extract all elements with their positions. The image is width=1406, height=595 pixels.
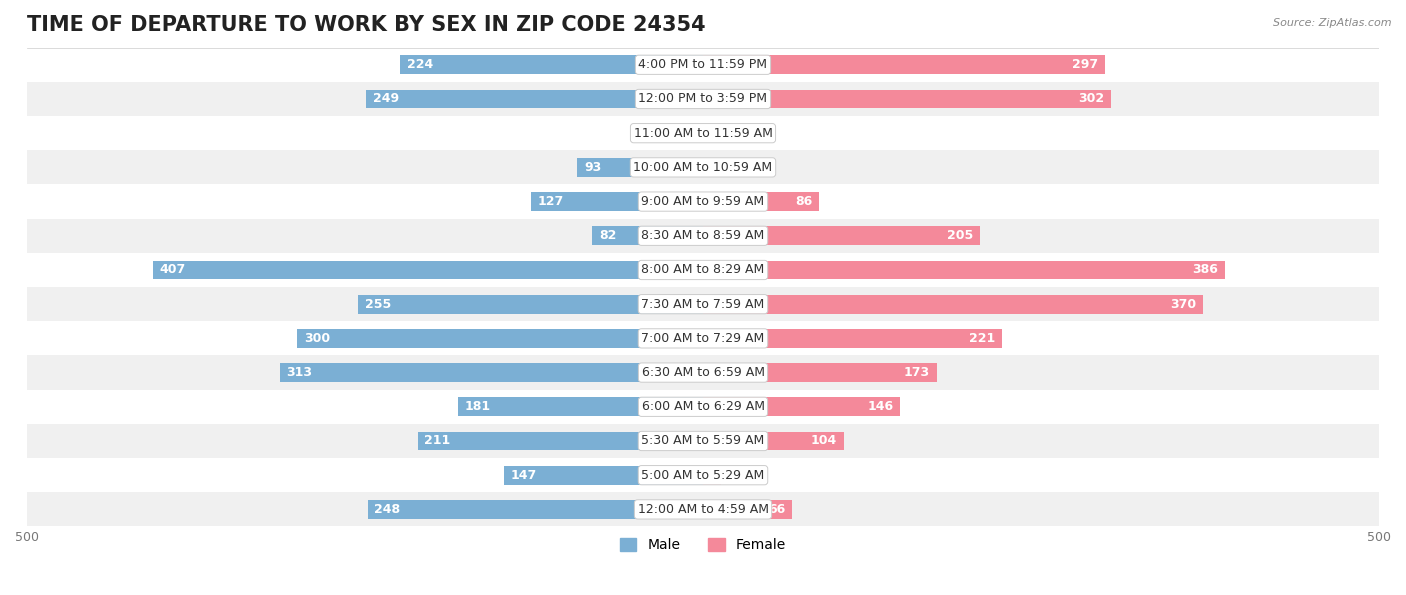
Text: 7:00 AM to 7:29 AM: 7:00 AM to 7:29 AM	[641, 332, 765, 345]
Bar	[458, 397, 703, 416]
Bar	[703, 158, 711, 177]
Bar	[703, 329, 1002, 348]
Text: 11:00 AM to 11:59 AM: 11:00 AM to 11:59 AM	[634, 127, 772, 140]
Text: 224: 224	[406, 58, 433, 71]
Text: 93: 93	[583, 161, 602, 174]
Bar	[27, 355, 1379, 390]
Text: 104: 104	[811, 434, 837, 447]
Text: 313: 313	[287, 366, 312, 379]
Text: 7:30 AM to 7:59 AM: 7:30 AM to 7:59 AM	[641, 298, 765, 311]
Text: 255: 255	[366, 298, 391, 311]
Text: 146: 146	[868, 400, 894, 414]
Bar	[27, 424, 1379, 458]
Text: 221: 221	[969, 332, 995, 345]
Text: 66: 66	[768, 503, 786, 516]
Bar	[298, 329, 703, 348]
Bar	[27, 48, 1379, 82]
Text: 300: 300	[304, 332, 330, 345]
Bar	[703, 192, 820, 211]
Text: 6:30 AM to 6:59 AM: 6:30 AM to 6:59 AM	[641, 366, 765, 379]
Text: TIME OF DEPARTURE TO WORK BY SEX IN ZIP CODE 24354: TIME OF DEPARTURE TO WORK BY SEX IN ZIP …	[27, 15, 706, 35]
Text: 10:00 AM to 10:59 AM: 10:00 AM to 10:59 AM	[634, 161, 772, 174]
Text: 205: 205	[948, 229, 973, 242]
Bar	[418, 431, 703, 450]
Text: 82: 82	[599, 229, 616, 242]
Bar	[531, 192, 703, 211]
Text: 386: 386	[1192, 264, 1218, 277]
Text: 0: 0	[706, 127, 714, 140]
Text: 5:30 AM to 5:59 AM: 5:30 AM to 5:59 AM	[641, 434, 765, 447]
Bar	[367, 90, 703, 108]
Bar	[703, 363, 936, 382]
Text: 249: 249	[373, 92, 399, 105]
Text: 4:00 PM to 11:59 PM: 4:00 PM to 11:59 PM	[638, 58, 768, 71]
Bar	[27, 492, 1379, 527]
Bar	[505, 466, 703, 484]
Bar	[401, 55, 703, 74]
Text: 5:00 AM to 5:29 AM: 5:00 AM to 5:29 AM	[641, 469, 765, 482]
Bar	[280, 363, 703, 382]
Bar	[578, 158, 703, 177]
Bar	[359, 295, 703, 314]
Bar	[703, 500, 792, 519]
Bar	[27, 321, 1379, 355]
Bar	[703, 466, 721, 484]
Text: 370: 370	[1170, 298, 1197, 311]
Legend: Male, Female: Male, Female	[614, 533, 792, 558]
Bar	[703, 295, 1204, 314]
Bar	[27, 219, 1379, 253]
Text: 12:00 PM to 3:59 PM: 12:00 PM to 3:59 PM	[638, 92, 768, 105]
Text: 0: 0	[692, 127, 700, 140]
Bar	[27, 390, 1379, 424]
Text: 86: 86	[796, 195, 813, 208]
Bar	[27, 253, 1379, 287]
Bar	[27, 151, 1379, 184]
Bar	[703, 261, 1225, 280]
Text: 297: 297	[1071, 58, 1098, 71]
Text: 6: 6	[718, 161, 725, 174]
Bar	[27, 184, 1379, 219]
Bar	[703, 226, 980, 245]
Text: 181: 181	[465, 400, 491, 414]
Text: 8:00 AM to 8:29 AM: 8:00 AM to 8:29 AM	[641, 264, 765, 277]
Bar	[592, 226, 703, 245]
Bar	[703, 90, 1111, 108]
Text: 12:00 AM to 4:59 AM: 12:00 AM to 4:59 AM	[637, 503, 769, 516]
Text: 248: 248	[374, 503, 401, 516]
Text: 407: 407	[159, 264, 186, 277]
Text: 6:00 AM to 6:29 AM: 6:00 AM to 6:29 AM	[641, 400, 765, 414]
Bar	[703, 431, 844, 450]
Text: 8:30 AM to 8:59 AM: 8:30 AM to 8:59 AM	[641, 229, 765, 242]
Text: 127: 127	[538, 195, 564, 208]
Text: 147: 147	[510, 469, 537, 482]
Bar	[703, 55, 1105, 74]
Bar	[27, 458, 1379, 492]
Text: 211: 211	[425, 434, 451, 447]
Text: Source: ZipAtlas.com: Source: ZipAtlas.com	[1274, 18, 1392, 28]
Text: 9:00 AM to 9:59 AM: 9:00 AM to 9:59 AM	[641, 195, 765, 208]
Bar	[368, 500, 703, 519]
Text: 13: 13	[727, 469, 744, 482]
Text: 173: 173	[904, 366, 931, 379]
Bar	[27, 116, 1379, 151]
Bar	[27, 82, 1379, 116]
Bar	[703, 397, 900, 416]
Bar	[153, 261, 703, 280]
Text: 302: 302	[1078, 92, 1105, 105]
Bar	[27, 287, 1379, 321]
